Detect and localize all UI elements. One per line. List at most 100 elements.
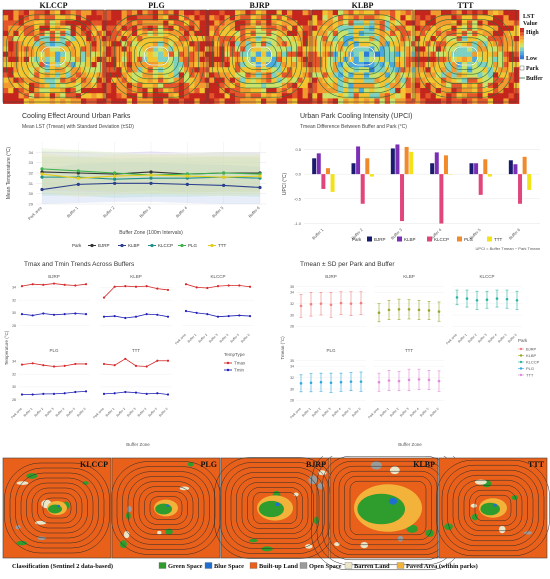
lst-pixel — [256, 67, 261, 73]
data-point-klccp — [113, 178, 116, 181]
lst-pixel — [34, 31, 40, 37]
lst-pixel — [214, 98, 220, 104]
x-tick-label: Buffer 1 — [105, 407, 116, 418]
lst-pixel — [483, 98, 489, 104]
lst-pixel — [200, 57, 206, 63]
y-tick-label: 0.5 — [295, 147, 301, 152]
lst-pixel — [34, 26, 40, 32]
lst-pixel — [97, 26, 103, 32]
legend-label: KLBP — [128, 243, 140, 248]
lst-pixel — [3, 78, 9, 84]
lst-pixel — [420, 88, 426, 94]
lst-pixel — [503, 10, 509, 16]
lst-pixel — [106, 10, 112, 16]
lst-pixel — [451, 36, 457, 42]
lst-pixel — [441, 41, 447, 47]
lst-pixel — [209, 52, 215, 58]
lst-pixel — [503, 98, 509, 104]
lst-pixel — [245, 98, 251, 104]
park-green-space — [357, 494, 405, 525]
tmax-point — [114, 286, 116, 288]
lst-pixel — [179, 78, 185, 84]
lst-pixel — [359, 41, 365, 47]
lst-pixel — [282, 10, 288, 16]
lst-pixel — [415, 15, 421, 21]
lst-pixel — [328, 41, 334, 47]
x-tick-label: Buffer 2 — [311, 407, 322, 418]
lst-pixel — [472, 15, 478, 21]
lst-pixel — [287, 10, 293, 16]
lst-pixel — [338, 67, 344, 73]
lst-pixel — [261, 67, 267, 73]
lst-pixel — [106, 41, 112, 47]
lst-pixel — [348, 36, 354, 42]
lst-pixel — [493, 10, 499, 16]
tmax-tmin-svg: Tmax and Tmin Trends Across BuffersBJRP2… — [2, 258, 274, 450]
land-patch — [398, 536, 403, 542]
lst-pixel — [251, 15, 257, 21]
lst-pixel — [514, 52, 520, 58]
lst-pixel — [354, 41, 360, 47]
tmin-point — [21, 313, 23, 315]
lst-pixel — [111, 62, 117, 68]
landcover-map-title: KLCCP — [80, 460, 108, 469]
lst-pixel — [91, 62, 97, 68]
data-point-ttt — [40, 172, 43, 175]
lst-pixel — [498, 57, 504, 63]
lst-pixel — [29, 67, 35, 73]
lst-pixel — [132, 88, 138, 94]
park-blue-space — [166, 504, 169, 506]
lst-pixel — [457, 57, 463, 63]
lst-pixel — [111, 20, 117, 26]
lst-pixel — [509, 20, 514, 26]
landcover-legend-label: Green Space — [168, 563, 203, 570]
lst-pixel — [251, 31, 257, 37]
y-tick-label: 32 — [290, 302, 294, 306]
data-point-ttt — [258, 175, 261, 178]
lst-pixel — [153, 41, 159, 47]
lst-pixel — [364, 15, 370, 21]
lst-pixel — [457, 52, 463, 58]
lst-pixel — [462, 57, 468, 63]
x-tick-label: Park area — [445, 333, 458, 346]
lst-legend-ramp — [520, 45, 524, 46]
lst-pixel — [503, 62, 509, 68]
lst-pixel — [8, 10, 14, 16]
mean-point — [408, 379, 411, 382]
lst-pixel — [354, 36, 360, 42]
land-patch — [425, 530, 434, 537]
tmax-point — [135, 286, 137, 288]
lst-pixel — [189, 46, 195, 52]
mean-point — [438, 310, 441, 313]
lst-pixel — [266, 15, 272, 21]
lst-pixel — [436, 41, 442, 47]
lst-pixel — [415, 52, 421, 58]
lst-pixel — [225, 20, 231, 26]
bar-klbp — [317, 153, 321, 174]
lst-pixel — [462, 15, 468, 21]
lst-pixel — [200, 41, 206, 47]
data-point-ttt — [149, 173, 152, 176]
lst-pixel — [390, 72, 396, 78]
lst-map-klbp: KLBP — [312, 1, 416, 104]
tmax-point — [32, 362, 34, 364]
lst-pixel — [287, 67, 293, 73]
tmin-point — [167, 316, 169, 318]
lst-pixel — [322, 98, 328, 104]
lst-pixel — [245, 20, 251, 26]
tmax-point — [103, 363, 105, 365]
lst-pixel — [333, 41, 339, 47]
mean-point — [438, 380, 441, 383]
lst-pixel — [19, 88, 25, 94]
lst-pixel — [415, 88, 421, 94]
lst-pixel — [76, 36, 82, 42]
lst-pixel — [317, 20, 323, 26]
legend-label: TTT — [494, 237, 502, 242]
land-patch — [35, 521, 46, 525]
x-tick-label: Buffer 3 — [477, 333, 488, 344]
lst-pixel — [127, 98, 133, 104]
lst-pixel — [317, 98, 323, 104]
lst-pixel — [3, 83, 9, 89]
lst-pixel — [385, 31, 391, 37]
lst-pixel — [343, 31, 349, 37]
